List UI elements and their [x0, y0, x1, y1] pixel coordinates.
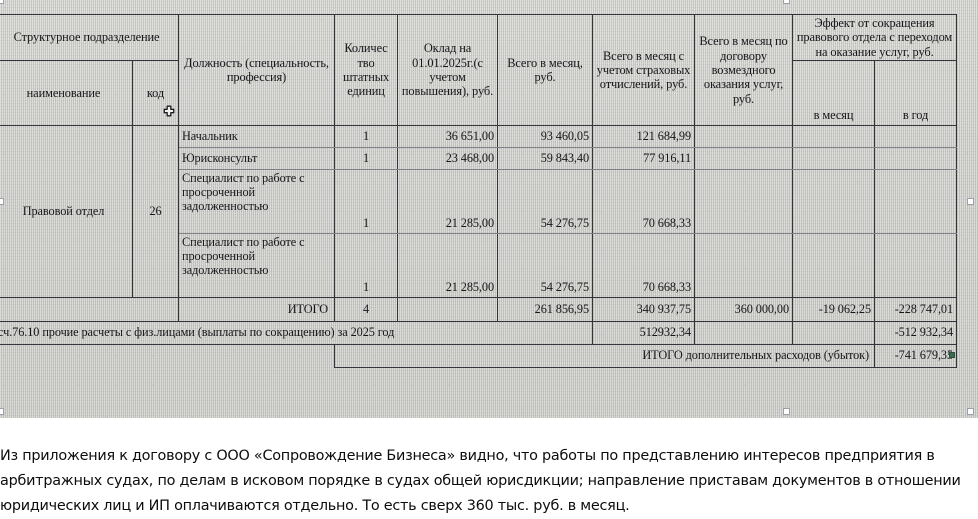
cell-total-contract — [694, 233, 794, 299]
header-total-month: Всего в месяц, руб. — [497, 13, 594, 127]
totals-total-month: 261 856,95 — [497, 297, 594, 323]
table-row: Специалист по работе с просроченной задо… — [0, 169, 958, 235]
cell-total-insurance: 70 668,33 — [592, 169, 696, 235]
totals-label: ИТОГО — [178, 297, 336, 323]
cell-total-insurance: 70 668,33 — [592, 233, 696, 299]
cell-effect-month — [792, 125, 876, 149]
cell-effect-year — [874, 169, 958, 235]
cell-total-month: 54 276,75 — [497, 233, 594, 299]
cell-total-month: 59 843,40 — [497, 147, 594, 171]
header-effect-month: в месяц — [792, 60, 876, 127]
cell-total-insurance: 77 916,11 — [592, 147, 696, 171]
grand-total-label: ИТОГО дополнительных расходов (убыток) — [334, 344, 876, 369]
cell-total-insurance: 121 684,99 — [592, 125, 696, 149]
header-effect-year: в год — [874, 60, 958, 127]
totals-spacer-2 — [133, 298, 179, 322]
selection-handle-bottom-center[interactable] — [783, 408, 790, 415]
cell-effect-month — [792, 147, 876, 171]
selection-handle-top-center[interactable] — [783, 0, 790, 4]
cell-effect-year — [874, 147, 958, 171]
table-row: Специалист по работе с просроченной задо… — [0, 233, 958, 299]
cell-salary: 23 468,00 — [397, 147, 499, 171]
cell-total-month: 93 460,05 — [497, 125, 594, 149]
selection-handle-middle-left[interactable] — [0, 198, 4, 205]
cell-effect-month — [792, 233, 876, 299]
cell-count: 1 — [334, 147, 399, 171]
cell-count: 1 — [334, 169, 399, 235]
cell-total-contract — [694, 125, 794, 149]
cell-position: Специалист по работе с просроченной задо… — [178, 233, 336, 299]
header-salary: Оклад на 01.01.2025г.(с учетом повышения… — [397, 13, 499, 127]
header-effect: Эффект от сокращения правового отдела с … — [792, 13, 958, 62]
account-row-blank — [694, 321, 794, 346]
account-row-label: сч.76.10 прочие расчеты с физ.лицами (вы… — [0, 321, 594, 346]
table-grand-total-row: ИТОГО дополнительных расходов (убыток) -… — [0, 344, 958, 369]
selection-handle-top-left[interactable] — [0, 0, 4, 4]
totals-spacer-1 — [0, 298, 133, 322]
header-total-month-insurance: Всего в месяц с учетом страховых отчисле… — [592, 13, 696, 127]
grand-total-value: -741 679,35 — [874, 344, 958, 369]
header-total-month-contract: Всего в месяц по договору возмездного ок… — [694, 13, 794, 127]
account-row-effect-year: -512 932,34 — [874, 321, 958, 346]
scanned-table-image[interactable]: Структурное подразделение Должность (спе… — [0, 0, 978, 418]
cell-total-contract — [694, 147, 794, 171]
header-position: Должность (специальность, профессия) — [178, 13, 336, 127]
grand-total-spacer — [0, 345, 335, 368]
table-totals-row: ИТОГО 4 261 856,95 340 937,75 360 000,00… — [0, 297, 958, 323]
cell-total-contract — [694, 169, 794, 235]
cell-salary: 21 285,00 — [397, 169, 499, 235]
cell-salary: 36 651,00 — [397, 125, 499, 149]
header-structural-unit: Структурное подразделение — [0, 13, 180, 62]
totals-effect-month: -19 062,25 — [792, 297, 876, 323]
table-row: Правовой отдел 26 Начальник 1 36 651,00 … — [0, 125, 958, 299]
cell-position: Специалист по работе с просроченной задо… — [178, 169, 336, 235]
header-staff-count: Количес тво штатных единиц — [334, 13, 399, 127]
selection-handle-bottom-right[interactable] — [967, 408, 974, 415]
selection-handle-bottom-left[interactable] — [0, 408, 4, 415]
cell-total-month: 54 276,75 — [497, 169, 594, 235]
cell-department-code: 26 — [131, 125, 180, 299]
totals-effect-year: -228 747,01 — [874, 297, 958, 323]
cell-position: Начальник — [178, 125, 336, 149]
cell-department-name: Правовой отдел — [0, 125, 133, 299]
selection-handle-middle-right[interactable] — [967, 198, 974, 205]
document-caption-paragraph: Из приложения к договору с ООО «Сопровож… — [0, 448, 961, 514]
header-unit-name: наименование — [0, 60, 133, 127]
cell-effect-month — [792, 169, 876, 235]
totals-count: 4 — [334, 297, 399, 323]
totals-total-contract: 360 000,00 — [694, 297, 794, 323]
table-row: Юрисконсульт 1 23 468,00 59 843,40 77 91… — [0, 147, 958, 171]
staffing-cost-table: Структурное подразделение Должность (спе… — [0, 13, 958, 369]
cell-position: Юрисконсульт — [178, 147, 336, 171]
totals-salary — [397, 297, 499, 323]
cell-count: 1 — [334, 233, 399, 299]
cell-count: 1 — [334, 125, 399, 149]
totals-total-insurance: 340 937,75 — [592, 297, 696, 323]
cell-salary: 21 285,00 — [397, 233, 499, 299]
header-unit-code: код — [131, 60, 180, 127]
account-row-amount: 512932,34 — [592, 321, 696, 346]
table-header-row-1: Структурное подразделение Должность (спе… — [0, 13, 958, 127]
account-row-effect-month — [792, 321, 876, 346]
table-header-row-2: наименование код в месяц в год — [0, 60, 958, 127]
cell-effect-year — [874, 125, 958, 149]
table-account-row: сч.76.10 прочие расчеты с физ.лицами (вы… — [0, 321, 958, 346]
cell-effect-year — [874, 233, 958, 299]
cell-anchor-handle[interactable] — [949, 352, 955, 358]
